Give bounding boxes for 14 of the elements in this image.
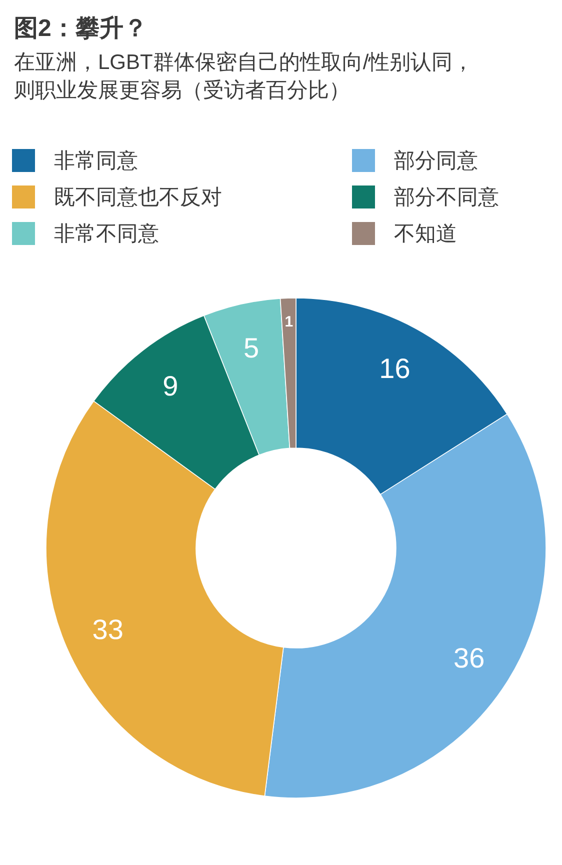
legend-label: 非常同意	[54, 150, 138, 172]
data-label: 33	[92, 614, 124, 645]
legend-label: 非常不同意	[54, 222, 159, 246]
data-label: 36	[454, 642, 485, 674]
legend-label: 不知道	[394, 222, 457, 246]
data-label: 1	[284, 314, 294, 331]
title: 图2：攀升？	[14, 15, 148, 42]
data-label: 9	[162, 370, 178, 402]
legend-label: 部分同意	[394, 150, 478, 172]
legend-label: 既不同意也不反对	[54, 186, 222, 209]
subtitle: 在亚洲，LGBT群体保密自己的性取向/性别认同，则职业发展更容易（受访者百分比）	[14, 51, 474, 102]
data-label: 16	[379, 352, 410, 384]
data-label: 5	[243, 332, 260, 364]
legend-label: 部分不同意	[394, 186, 499, 209]
